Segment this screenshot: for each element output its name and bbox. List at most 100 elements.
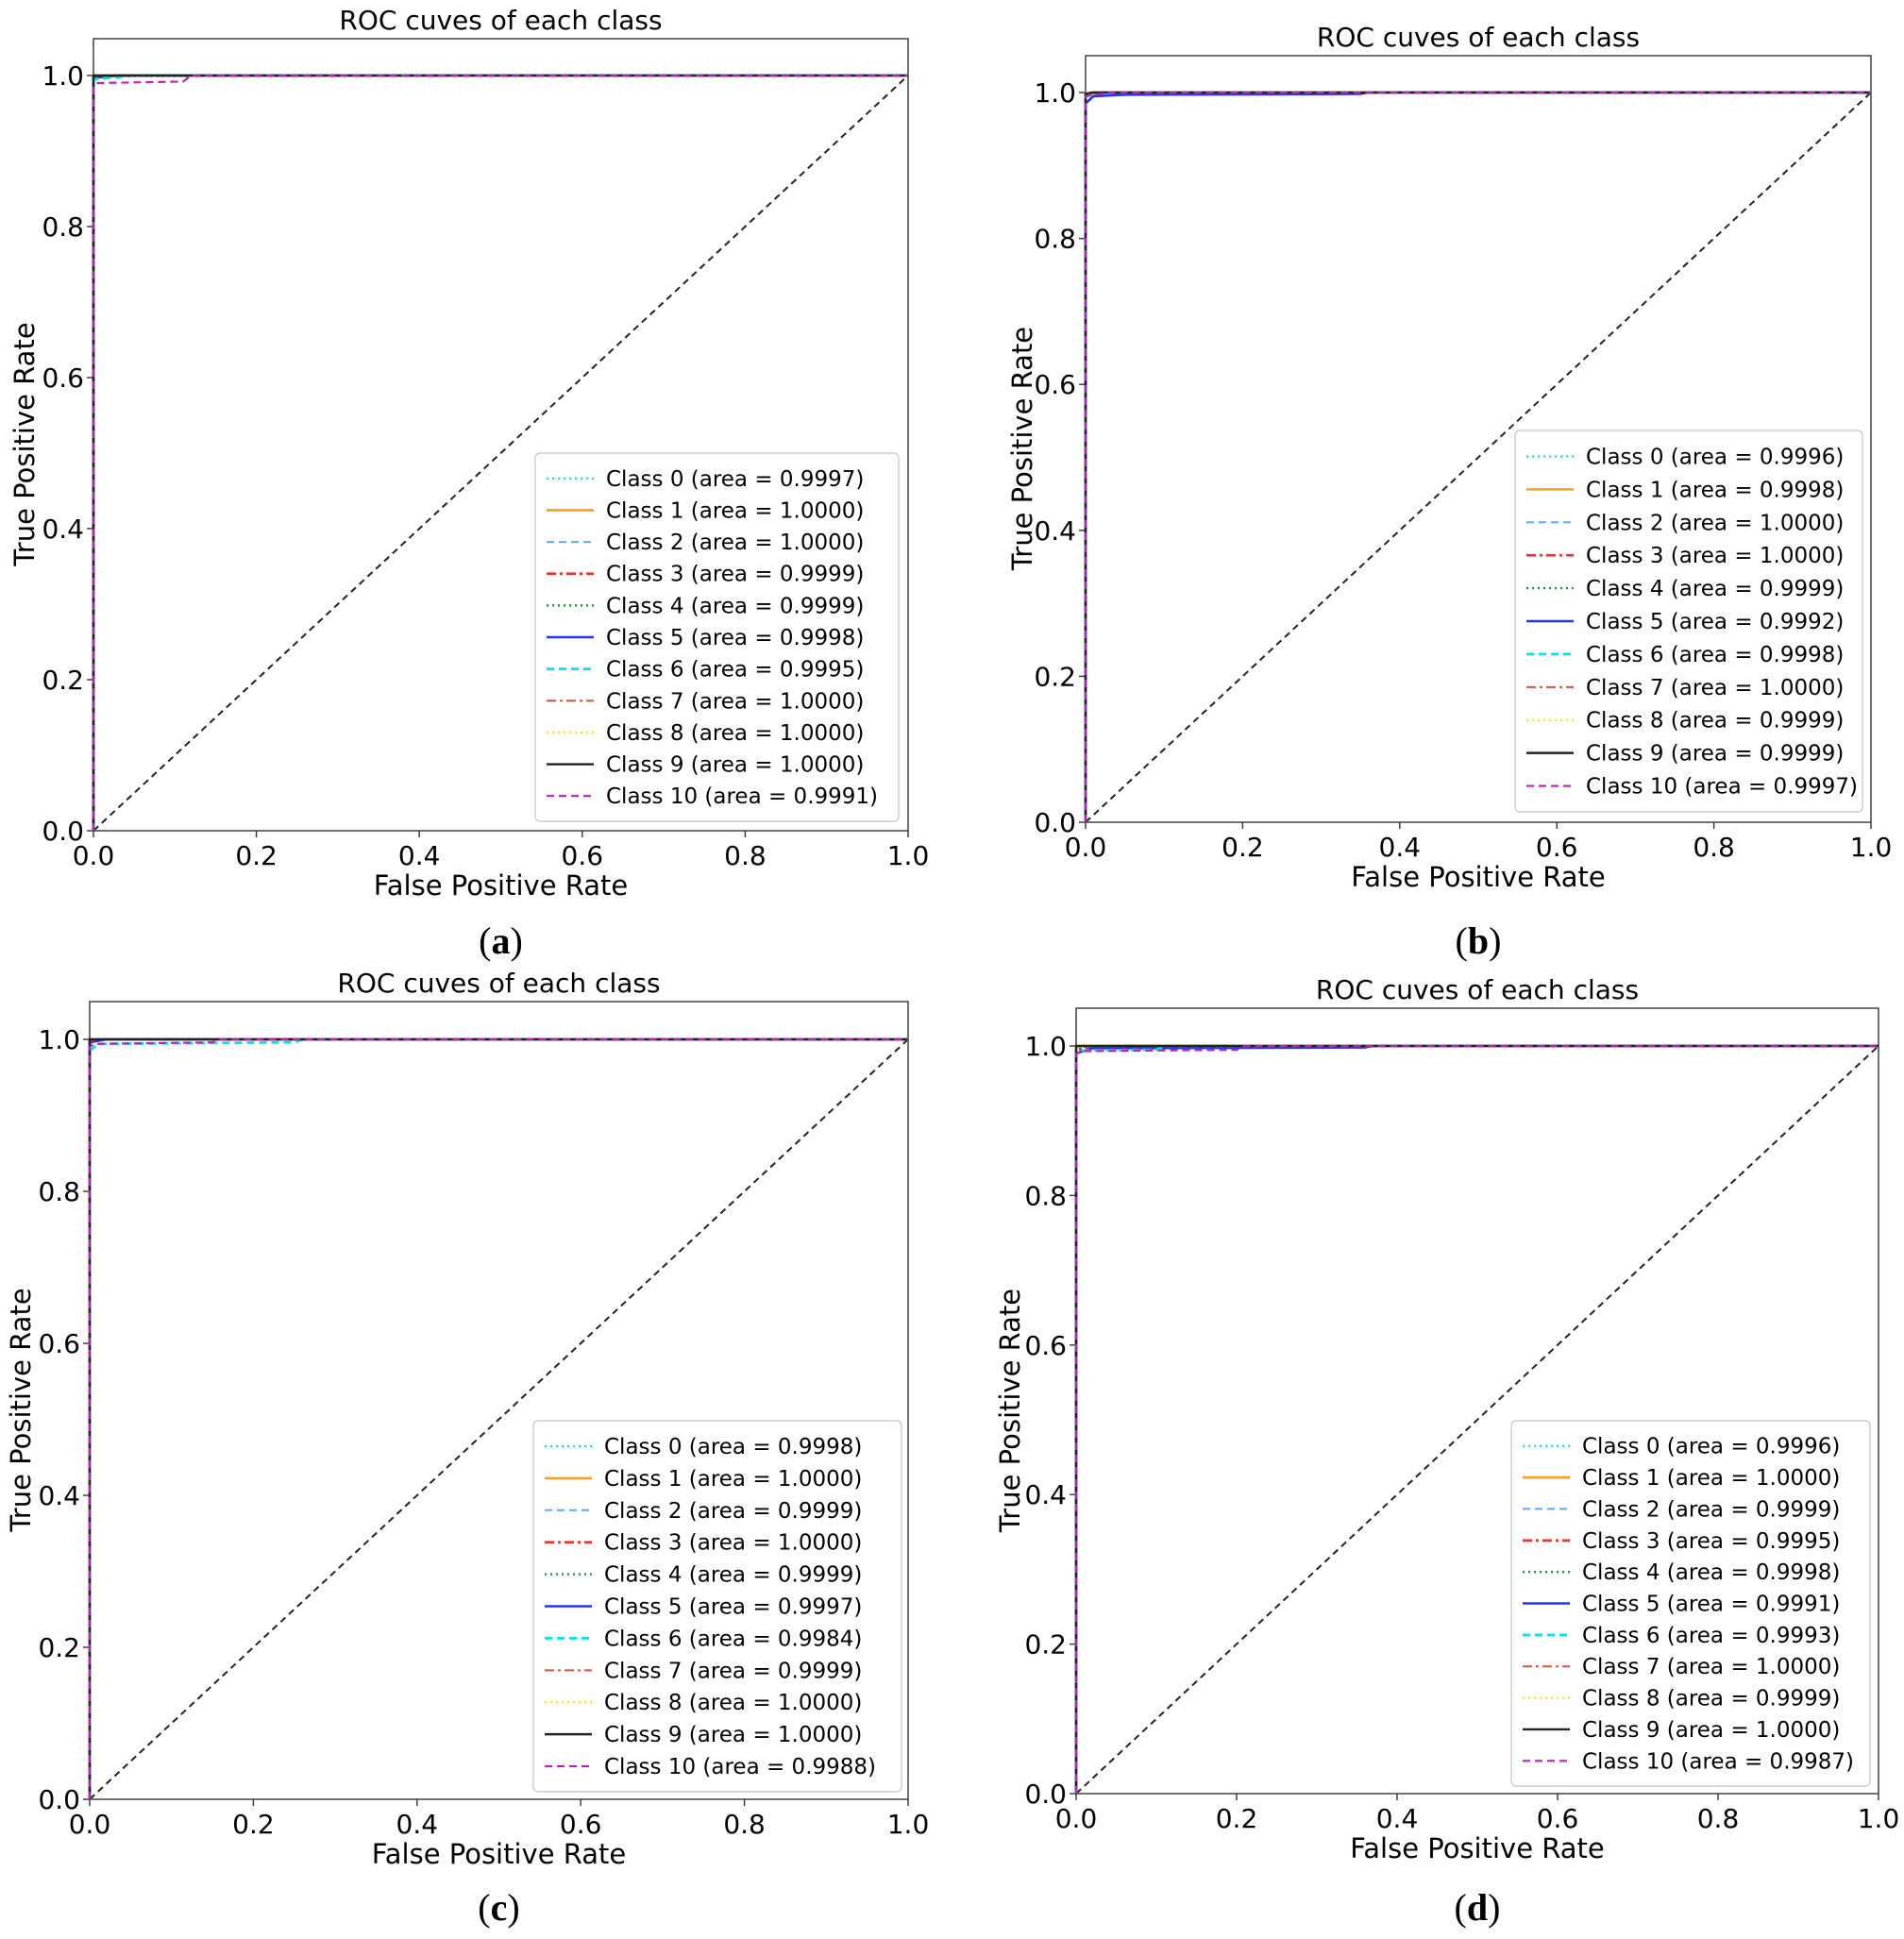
x-tick-label: 0.4 bbox=[396, 1809, 439, 1840]
legend-label-class-10: Class 10 (area = 0.9991) bbox=[606, 784, 878, 809]
chance-diagonal-line bbox=[1075, 1045, 1879, 1795]
legend-label-class-4: Class 4 (area = 0.9999) bbox=[604, 1563, 862, 1588]
panel-caption: (c) bbox=[478, 1886, 519, 1929]
legend: Class 0 (area = 0.9997) Class 1 (area = 1… bbox=[534, 452, 900, 822]
legend-label-class-1: Class 1 (area = 1.0000) bbox=[606, 498, 864, 523]
y-tick-label: 0.0 bbox=[1034, 807, 1076, 838]
legend-label-class-4: Class 4 (area = 0.9998) bbox=[1582, 1560, 1840, 1585]
y-tick-label: 0.2 bbox=[1034, 661, 1076, 692]
legend-label-class-6: Class 6 (area = 0.9993) bbox=[1582, 1624, 1840, 1648]
y-tick-label: 1.0 bbox=[42, 60, 84, 92]
legend-label-class-7: Class 7 (area = 1.0000) bbox=[606, 689, 864, 714]
legend-label-class-3: Class 3 (area = 0.9995) bbox=[1582, 1529, 1840, 1554]
legend: Class 0 (area = 0.9998) Class 1 (area = 1… bbox=[532, 1420, 902, 1793]
x-tick-label: 1.0 bbox=[1858, 1803, 1900, 1834]
y-tick-label: 0.4 bbox=[1024, 1479, 1067, 1510]
panel-caption: (a) bbox=[479, 919, 523, 962]
x-tick-label: 0.2 bbox=[1216, 1803, 1258, 1834]
x-tick-label: 0.4 bbox=[398, 840, 441, 871]
legend-label-class-5: Class 5 (area = 0.9997) bbox=[604, 1595, 862, 1620]
y-tick-label: 0.2 bbox=[42, 665, 84, 696]
legend-label-class-1: Class 1 (area = 1.0000) bbox=[1582, 1466, 1840, 1491]
legend-label-class-8: Class 8 (area = 1.0000) bbox=[604, 1691, 862, 1715]
legend-label-class-3: Class 3 (area = 0.9999) bbox=[606, 563, 864, 587]
legend-label-class-2: Class 2 (area = 1.0000) bbox=[606, 531, 864, 555]
x-tick-label: 0.6 bbox=[560, 1809, 602, 1840]
legend-label-class-9: Class 9 (area = 0.9999) bbox=[1586, 742, 1844, 767]
x-axis-label: False Positive Rate bbox=[1351, 861, 1606, 893]
x-tick-label: 0.6 bbox=[1536, 832, 1578, 863]
y-tick-label: 0.8 bbox=[1034, 224, 1076, 255]
legend-label-class-3: Class 3 (area = 1.0000) bbox=[1586, 544, 1844, 568]
roc-curve-class-10 bbox=[1074, 1044, 1879, 1794]
legend-box bbox=[534, 452, 900, 822]
x-tick-label: 0.8 bbox=[724, 840, 767, 871]
x-tick-label: 0.6 bbox=[1537, 1803, 1579, 1834]
legend-label-class-5: Class 5 (area = 0.9992) bbox=[1586, 610, 1844, 634]
roc-curve-class-10 bbox=[1084, 91, 1871, 822]
legend: Class 0 (area = 0.9996) Class 1 (area = 1… bbox=[1510, 1420, 1871, 1787]
roc-curve-class-9 bbox=[88, 1037, 908, 1799]
chart-title: ROC cuves of each class bbox=[1317, 22, 1640, 53]
legend-label-class-6: Class 6 (area = 0.9998) bbox=[1586, 643, 1844, 667]
y-tick-label: 0.4 bbox=[42, 514, 84, 545]
y-tick-label: 0.2 bbox=[1024, 1629, 1067, 1661]
x-axis-label: False Positive Rate bbox=[372, 1838, 627, 1870]
x-tick-label: 0.4 bbox=[1379, 832, 1422, 863]
panel-caption: (b) bbox=[1456, 919, 1502, 962]
x-tick-label: 1.0 bbox=[887, 840, 930, 871]
legend-label-class-7: Class 7 (area = 1.0000) bbox=[1586, 676, 1844, 700]
x-axis-label: False Positive Rate bbox=[374, 869, 629, 902]
y-tick-label: 0.2 bbox=[38, 1632, 80, 1663]
legend-box bbox=[532, 1420, 902, 1793]
x-tick-label: 0.8 bbox=[723, 1809, 766, 1840]
legend-label-class-9: Class 9 (area = 1.0000) bbox=[604, 1723, 862, 1747]
chart-title: ROC cuves of each class bbox=[337, 968, 660, 999]
legend-label-class-5: Class 5 (area = 0.9991) bbox=[1582, 1593, 1840, 1617]
y-tick-label: 0.8 bbox=[38, 1176, 80, 1207]
panel-c: ROC cuves of each class 0.0 0.2 0.4 0.6 0.8 1.… bbox=[5, 968, 929, 1929]
y-tick-label: 0.8 bbox=[42, 211, 84, 243]
y-tick-label: 0.0 bbox=[42, 816, 84, 847]
legend-label-class-8: Class 8 (area = 0.9999) bbox=[1582, 1687, 1840, 1711]
legend-label-class-0: Class 0 (area = 0.9996) bbox=[1582, 1435, 1840, 1459]
y-tick-label: 1.0 bbox=[1024, 1031, 1067, 1062]
y-tick-label: 1.0 bbox=[1034, 77, 1076, 109]
x-tick-label: 0.8 bbox=[1697, 1803, 1740, 1834]
legend-label-class-1: Class 1 (area = 1.0000) bbox=[604, 1467, 862, 1492]
chance-diagonal-line bbox=[93, 75, 909, 832]
legend-label-class-0: Class 0 (area = 0.9996) bbox=[1586, 445, 1844, 469]
legend-label-class-9: Class 9 (area = 1.0000) bbox=[606, 753, 864, 778]
x-tick-label: 0.2 bbox=[235, 840, 278, 871]
legend-label-class-6: Class 6 (area = 0.9984) bbox=[604, 1627, 862, 1651]
x-tick-label: 0.2 bbox=[1222, 832, 1264, 863]
y-axis-label: True Positive Rate bbox=[5, 1288, 37, 1532]
x-tick-label: 1.0 bbox=[1850, 832, 1893, 863]
y-tick-label: 0.0 bbox=[38, 1784, 80, 1815]
x-tick-label: 0.0 bbox=[69, 1809, 111, 1840]
x-tick-label: 0.0 bbox=[1065, 832, 1107, 863]
y-tick-label: 0.8 bbox=[1024, 1180, 1067, 1211]
legend-label-class-4: Class 4 (area = 0.9999) bbox=[1586, 577, 1844, 601]
x-tick-label: 0.2 bbox=[232, 1809, 275, 1840]
x-tick-label: 0.6 bbox=[562, 840, 604, 871]
y-tick-label: 1.0 bbox=[38, 1024, 80, 1055]
y-axis-label: True Positive Rate bbox=[8, 322, 41, 566]
panel-d: ROC cuves of each class 0.0 0.2 0.4 0.6 0.8 1.… bbox=[994, 974, 1899, 1929]
x-tick-label: 0.0 bbox=[1055, 1803, 1098, 1834]
legend-label-class-0: Class 0 (area = 0.9997) bbox=[606, 467, 864, 492]
y-axis-label: True Positive Rate bbox=[994, 1289, 1026, 1533]
legend: Class 0 (area = 0.9996) Class 1 (area = 0… bbox=[1514, 430, 1863, 813]
legend-label-class-10: Class 10 (area = 0.9987) bbox=[1582, 1749, 1854, 1774]
legend-label-class-5: Class 5 (area = 0.9998) bbox=[606, 626, 864, 650]
panel-a: ROC cuves of each class 0.0 0.2 0.4 0.6 0.8 1.… bbox=[8, 5, 929, 962]
legend-label-class-0: Class 0 (area = 0.9998) bbox=[604, 1435, 862, 1459]
legend-label-class-10: Class 10 (area = 0.9997) bbox=[1586, 775, 1858, 800]
legend-label-class-2: Class 2 (area = 1.0000) bbox=[1586, 511, 1844, 535]
x-tick-label: 0.0 bbox=[73, 840, 115, 871]
panel-b: ROC cuves of each class 0.0 0.2 0.4 0.6 0.8 1.… bbox=[1006, 22, 1892, 962]
legend-label-class-1: Class 1 (area = 0.9998) bbox=[1586, 478, 1844, 502]
y-tick-label: 0.6 bbox=[42, 363, 84, 394]
chance-diagonal-line bbox=[1085, 92, 1872, 823]
legend-label-class-2: Class 2 (area = 0.9999) bbox=[604, 1499, 862, 1524]
